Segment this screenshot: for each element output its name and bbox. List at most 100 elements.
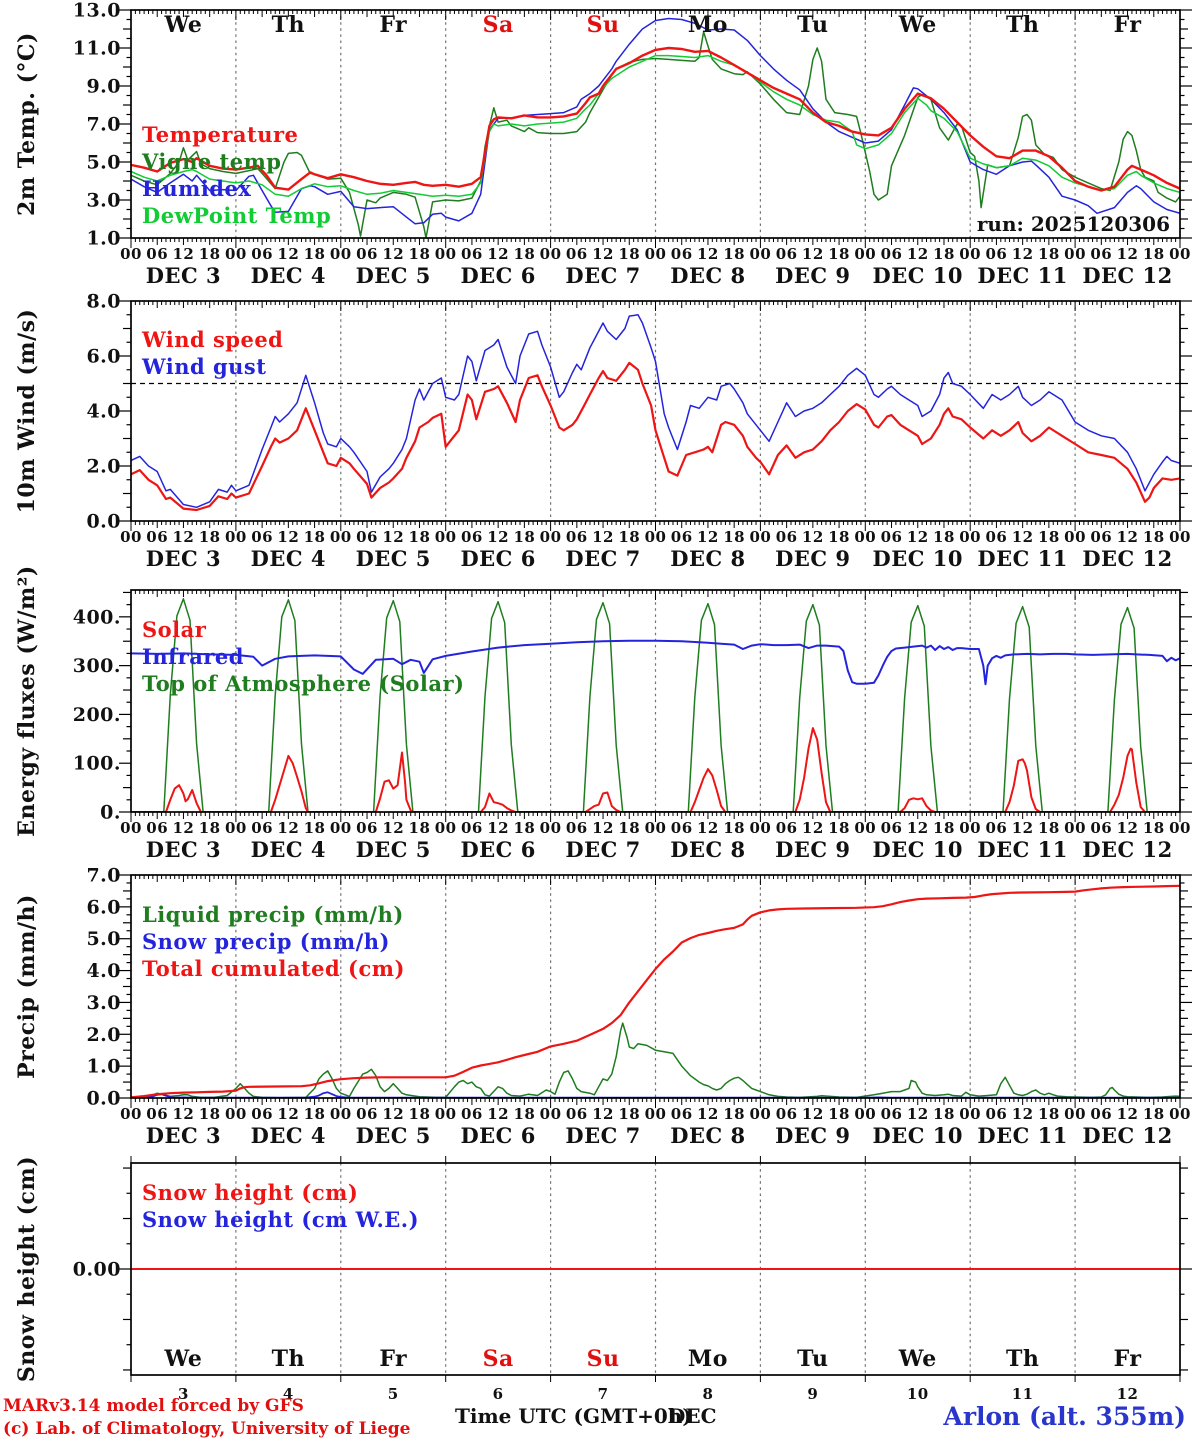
hour-label: 18 <box>1038 528 1060 546</box>
hour-label: 06 <box>776 528 798 546</box>
legend-item-red: Solar <box>142 617 207 642</box>
hour-label: 18 <box>618 819 640 837</box>
legend-item-red: Wind speed <box>141 327 283 352</box>
y-tick-label: 9.0 <box>86 76 121 98</box>
hour-label: 06 <box>1090 245 1112 263</box>
y-tick-labels: 1.0 3.0 5.0 7.0 9.0 11.0 13.0 <box>73 0 121 250</box>
hour-label: 06 <box>985 245 1007 263</box>
date-label: DEC 6 <box>460 1123 535 1148</box>
run-label: run: 2025120306 <box>976 212 1170 236</box>
hour-label: 12 <box>907 528 929 546</box>
date-label: DEC 4 <box>251 546 326 571</box>
hour-label: 00 <box>435 245 457 263</box>
date-label: DEC 4 <box>251 1123 326 1148</box>
model-credit-line1: MARv3.14 model forced by GFS <box>3 1396 304 1416</box>
y-tick-label: 0.0 <box>86 511 121 533</box>
date-label: DEC 3 <box>146 1123 221 1148</box>
day-name-labels-top: We Th Fr Sa Su Mo Tu We Th Fr <box>163 12 1142 38</box>
legend-item-blue: Wind gust <box>141 354 266 379</box>
day-name: Fr <box>1114 12 1142 38</box>
y-axis-title: Energy fluxes (W/m²) <box>14 565 40 837</box>
y-tick-label: 13.0 <box>73 0 121 22</box>
hour-label: 12 <box>697 1105 719 1123</box>
date-axis-labels: DEC 3 DEC 4 DEC 5 DEC 6 DEC 7 DEC 8 DEC 9 DEC 1… <box>146 263 1173 288</box>
hour-label: 00 <box>120 245 142 263</box>
hour-label: 12 <box>1012 245 1034 263</box>
day-name: Fr <box>379 1346 407 1372</box>
hour-label: 06 <box>461 245 483 263</box>
hour-label: 00 <box>749 245 771 263</box>
panel-wind: 0.0 2.0 4.0 6.0 8.0 10m Wind (m/s) Wind speedW… <box>14 291 1192 571</box>
liquid-precip-line <box>131 1022 1180 1098</box>
y-axis-title: Snow height (cm) <box>14 1156 40 1382</box>
y-tick-label: 4.0 <box>86 401 121 423</box>
y-tick-label: 0.0 <box>86 1088 121 1110</box>
hour-label: 06 <box>985 528 1007 546</box>
y-tick-label: 1.0 <box>86 1056 121 1078</box>
date-label: DEC 10 <box>873 1123 963 1148</box>
hour-label: 12 <box>277 245 299 263</box>
day-number-labels: 3 4 5 6 7 8 9 10 11 12 <box>178 1385 1139 1403</box>
day-number: 6 <box>493 1385 504 1403</box>
date-label: DEC 11 <box>977 263 1067 288</box>
y-tick-label: 7.0 <box>86 114 121 136</box>
hour-label: 06 <box>461 1105 483 1123</box>
legend-item-light_green: DewPoint Temp <box>142 203 331 228</box>
hour-label: 06 <box>671 819 693 837</box>
date-label: DEC 7 <box>565 837 640 862</box>
hour-label: 12 <box>592 1105 614 1123</box>
hour-label: 00 <box>330 528 352 546</box>
hour-label: 00 <box>749 819 771 837</box>
legend-item-blue: Humidex <box>142 176 251 201</box>
legend-item-blue: Infrared <box>142 644 244 669</box>
date-label: DEC 12 <box>1082 1123 1172 1148</box>
hour-label: 00 <box>959 245 981 263</box>
day-number: 8 <box>702 1385 713 1403</box>
hour-label: 12 <box>592 245 614 263</box>
hour-label: 00 <box>120 528 142 546</box>
hour-label: 00 <box>120 819 142 837</box>
date-label: DEC 5 <box>356 263 431 288</box>
day-name: Tu <box>797 12 828 38</box>
hour-label: 12 <box>802 245 824 263</box>
panel-precip: 0.0 1.0 2.0 3.0 4.0 5.0 6.0 7.0 Precip (mm/h) Liq… <box>14 865 1192 1148</box>
hour-label: 00 <box>1169 819 1191 837</box>
hour-label: 00 <box>540 245 562 263</box>
hour-ruler-ticks <box>130 590 1181 822</box>
hour-label: 18 <box>199 528 221 546</box>
y-tick-labels: 0.0 2.0 4.0 6.0 8.0 <box>86 291 121 533</box>
hour-label: 06 <box>881 528 903 546</box>
date-label: DEC 5 <box>356 1123 431 1148</box>
hour-label: 18 <box>199 819 221 837</box>
hour-axis-labels: 00 06 12 18 00 06 12 18 00 06 12 18 00 06 12 18 00 06 12 18… <box>120 819 1191 837</box>
y-tick-label: 6.0 <box>86 346 121 368</box>
hour-label: 06 <box>881 819 903 837</box>
hour-label: 00 <box>435 819 457 837</box>
hour-label: 18 <box>304 819 326 837</box>
y-axis-ticks <box>119 9 1192 239</box>
day-number: 12 <box>1117 1385 1139 1403</box>
hour-label: 18 <box>409 245 431 263</box>
hour-label: 00 <box>645 528 667 546</box>
hour-label: 06 <box>985 1105 1007 1123</box>
hour-label: 00 <box>1169 528 1191 546</box>
day-number: 7 <box>598 1385 609 1403</box>
hour-label: 00 <box>854 245 876 263</box>
day-number: 3 <box>178 1385 189 1403</box>
hour-label: 06 <box>776 245 798 263</box>
solar-line <box>131 727 1180 812</box>
legend-item-dark_green: Liquid precip (mm/h) <box>142 902 404 927</box>
hour-label: 18 <box>513 819 535 837</box>
hour-label: 00 <box>330 245 352 263</box>
day-name: Sa <box>483 12 514 38</box>
day-name: Th <box>272 1346 305 1372</box>
hour-label: 12 <box>1012 1105 1034 1123</box>
wind-speed-line <box>131 361 1180 512</box>
date-label: DEC 3 <box>146 546 221 571</box>
date-axis-labels: DEC 3 DEC 4 DEC 5 DEC 6 DEC 7 DEC 8 DEC 9 DEC 1… <box>146 837 1173 862</box>
hour-label: 00 <box>540 819 562 837</box>
date-label: DEC 8 <box>670 1123 745 1148</box>
legend: Liquid precip (mm/h)Snow precip (mm/h)To… <box>142 902 404 981</box>
hour-label: 06 <box>146 528 168 546</box>
